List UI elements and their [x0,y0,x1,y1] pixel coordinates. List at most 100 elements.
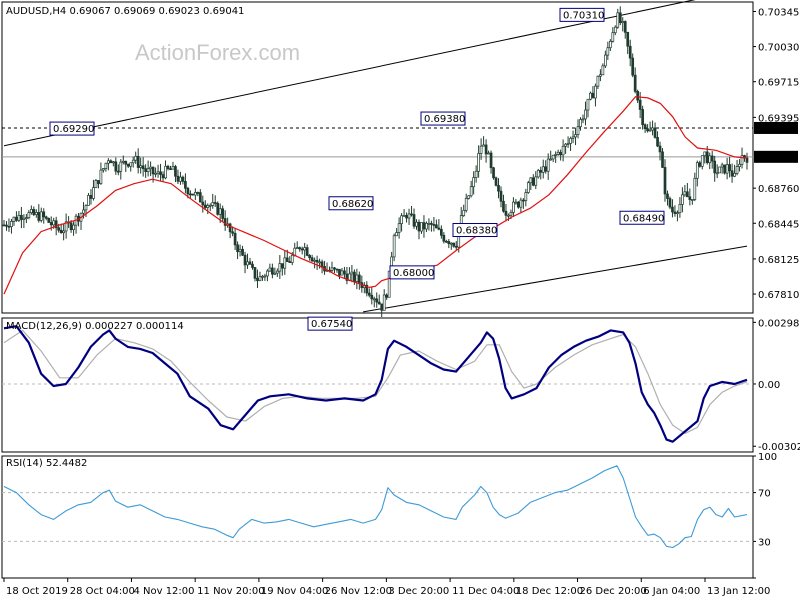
candle-body [300,248,304,251]
candle-body [440,228,443,236]
candle-body [678,204,682,214]
candle-body [464,198,468,211]
candle-body [241,248,244,256]
macd-panel-frame [1,317,754,453]
candle-body [673,211,677,214]
candle-body [261,275,264,278]
candle-body [681,194,684,205]
candle-body [643,124,647,130]
candle-body [497,185,500,192]
candle-body [454,245,458,248]
candle-body [613,26,617,34]
candle-body [529,177,533,184]
candle-body [740,155,744,165]
candle-body [693,177,697,200]
macd-y-tick-label: 0.00 [758,380,780,391]
x-axis: 18 Oct 2019 28 Oct 04:004 Nov 12:00 11 Nov… [3,578,770,597]
candle-body [477,153,480,172]
candle-body [377,301,381,305]
candle-body [146,168,150,172]
candle-body [47,217,51,223]
price-annotation-label: 0.68000 [393,268,434,279]
candle-body [124,160,128,165]
candle-body [49,222,53,226]
candle-body [730,170,734,177]
candle-body [658,145,662,153]
price-annotation-box [420,111,466,126]
candle-body [99,169,103,184]
panel-border [1,317,754,453]
candle-body [151,166,155,175]
x-tick-label: 18 Dec 12:00 [516,586,583,597]
candle-body [12,216,16,222]
candle-body [576,126,580,135]
candle-body [149,166,152,170]
candle-body [89,195,93,199]
candle-body [723,164,726,174]
candle-body [256,277,259,282]
candle-body [507,214,510,217]
price-annotation-label: 0.68620 [332,199,373,210]
candle-body [25,217,28,220]
candle-body [62,230,65,234]
current-price-tag [754,150,798,163]
panel-border [1,455,754,579]
candle-body [144,168,147,172]
candle-body [656,137,659,147]
candle-body [710,155,714,162]
candle-body [280,263,284,269]
candle-body [335,268,339,271]
candle-body [370,294,374,300]
rsi-y-tick-label: 100 [758,452,777,463]
candle-body [308,255,311,259]
candle-body [484,144,488,155]
x-tick-label: 18 Oct 2019 [6,586,68,597]
candle-body [198,192,202,203]
candle-body [571,136,575,139]
candle-body [666,193,669,199]
candle-body [345,273,349,281]
candle-body [290,254,294,263]
price-annotation-label: 0.70310 [563,10,604,21]
candle-body [703,151,707,156]
macd-panel-title: MACD(12,26,9) 0.000227 0.000114 [6,321,184,332]
macd-y-tick-label: 0.002989 [758,318,800,329]
candle-body [546,158,550,172]
candle-body [544,166,548,172]
level-price-tag-label: 0.69300 [757,124,798,135]
candle-body [69,222,73,231]
candle-body [397,223,401,233]
candle-body [499,190,503,202]
candle-body [94,180,98,188]
candle-body [626,31,630,47]
candle-body [365,284,369,294]
candle-body [305,247,309,256]
candle-body [437,227,441,230]
rsi-content [2,465,753,549]
candle-body [387,270,391,298]
candle-body [2,224,6,227]
x-tick-label: 19 Nov 04:00 [261,586,328,597]
candle-body [268,267,272,272]
candle-body [189,193,192,196]
candle-body [601,65,605,76]
candle-body [343,270,346,275]
price-annotation-box [307,316,353,331]
candle-body [315,259,319,263]
candle-body [211,202,215,206]
candle-body [107,160,110,164]
candle-body [206,205,210,208]
candle-body [164,165,167,179]
candle-body [611,32,615,42]
candle-body [581,118,585,121]
x-tick-label: 11 Nov 20:00 [197,586,264,597]
price-annotation-label: 0.69380 [424,114,465,125]
candle-body [238,248,242,253]
candle-body [121,160,125,163]
candle-body [417,221,421,232]
candle-body [54,220,58,229]
candle-body [64,221,68,232]
candle-body [695,162,699,179]
candle-body [452,242,456,247]
candle-body [266,270,269,277]
